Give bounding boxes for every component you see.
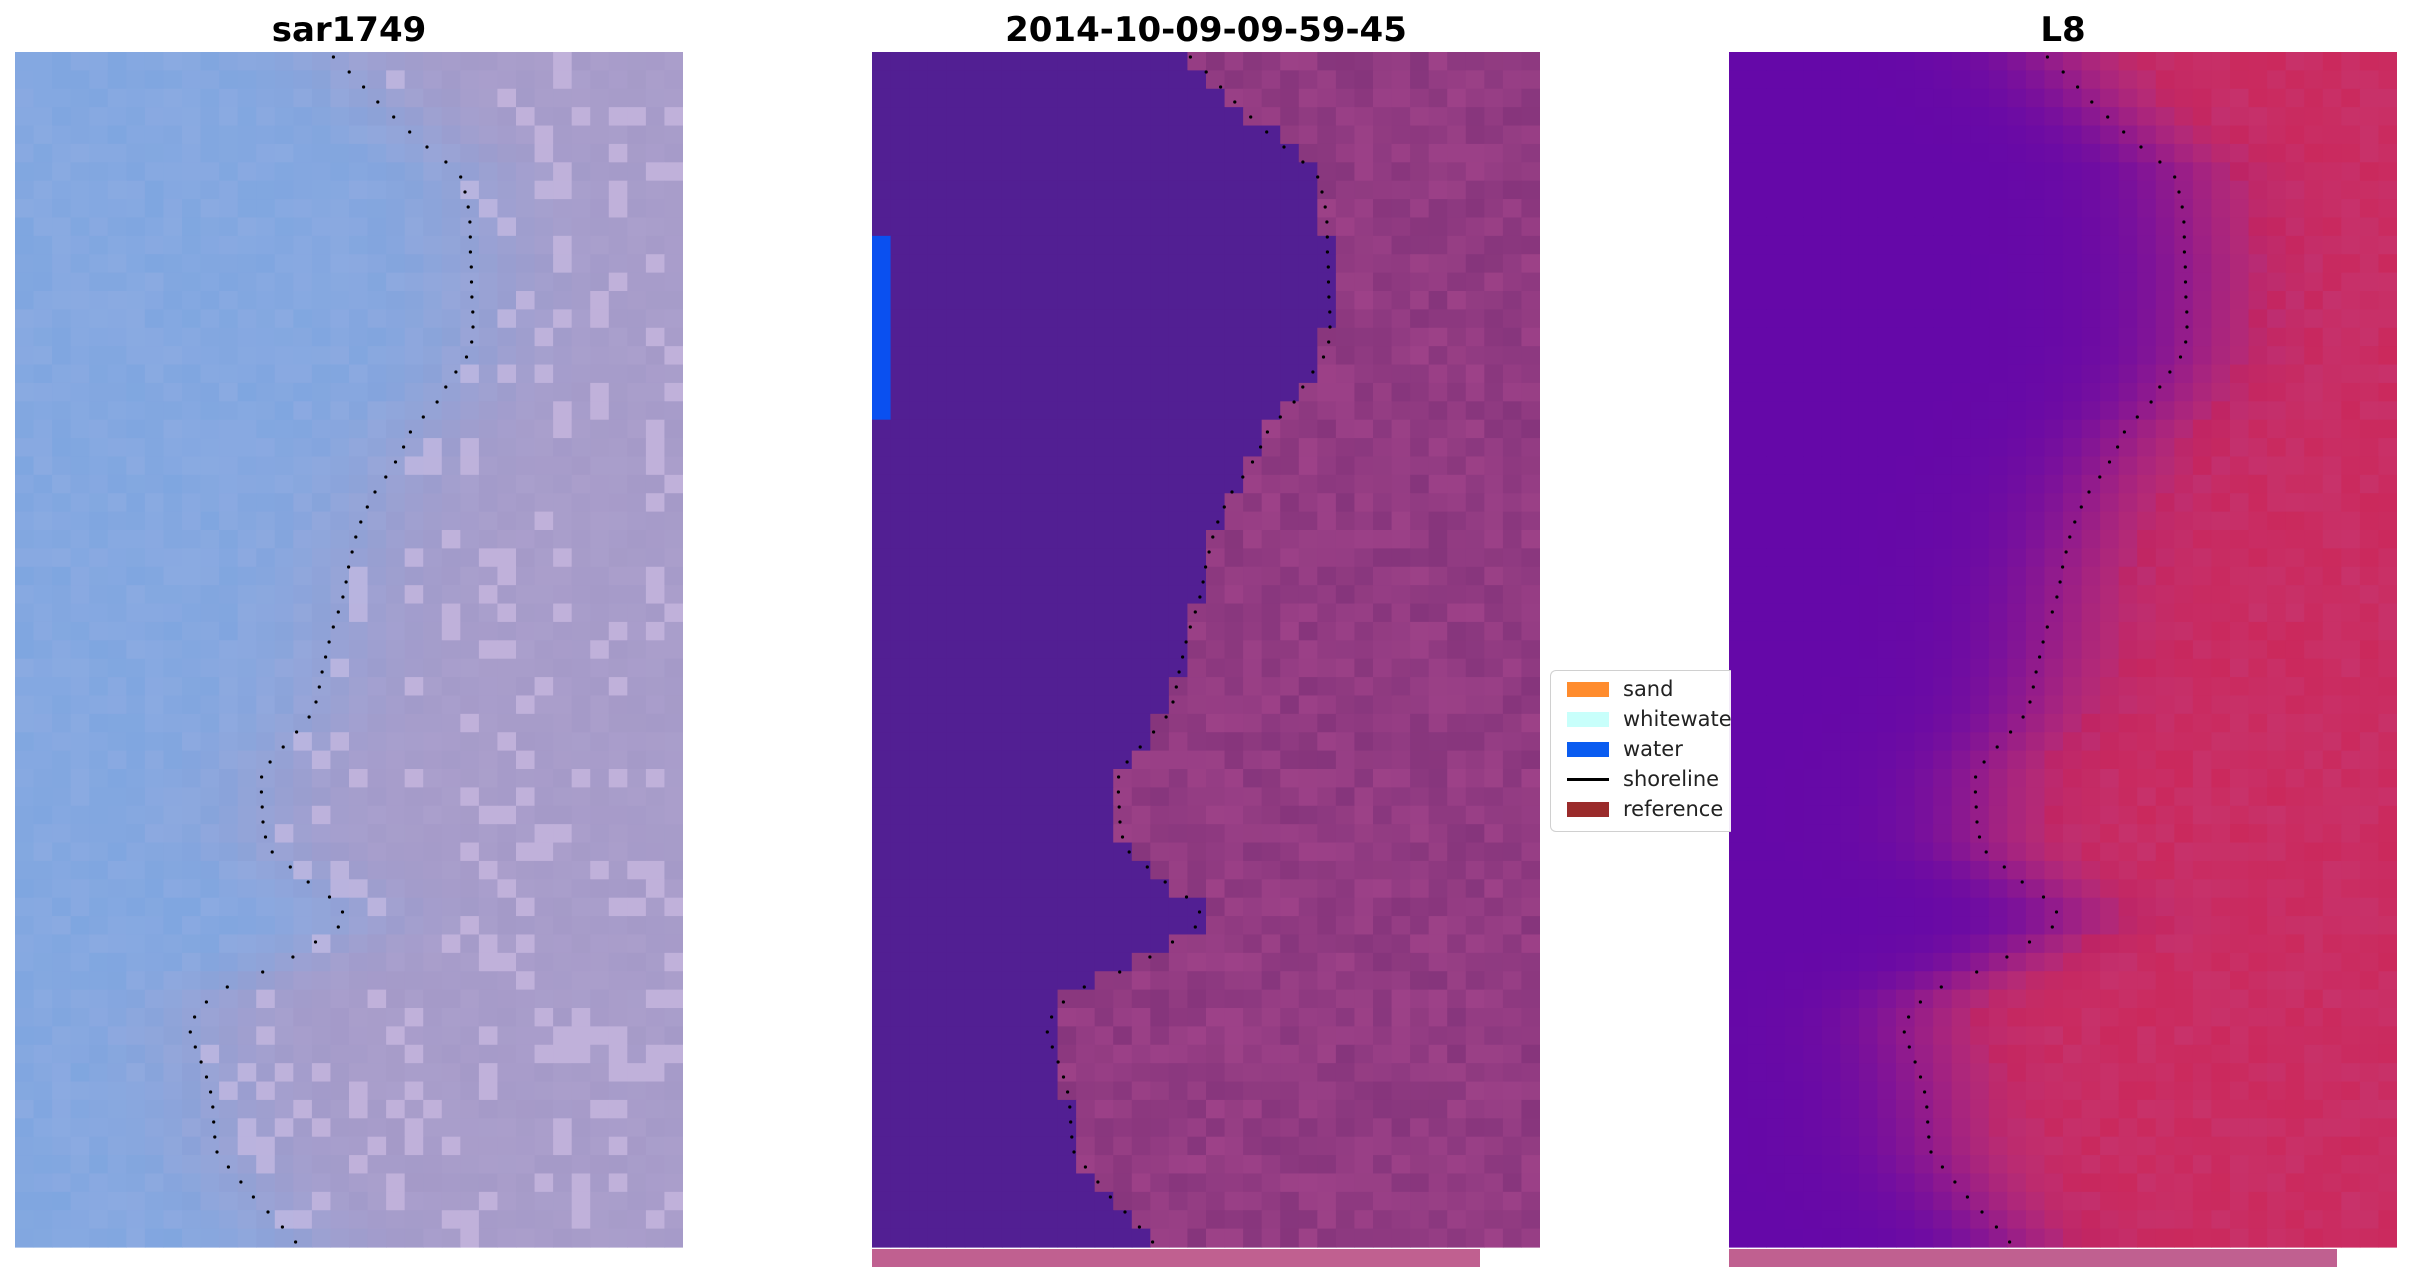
rgb-image-panel [15, 52, 683, 1248]
legend-line-shoreline [1567, 778, 1609, 781]
legend-swatch-water [1567, 742, 1609, 757]
panel-title-rgb: sar1749 [271, 10, 427, 50]
legend-swatch-reference-shoreline [1567, 802, 1609, 817]
legend-swatch-sand [1567, 682, 1609, 697]
legend-item-reference-shoreline: reference shoreline [1561, 796, 1731, 822]
panel-title-classified: 2014-10-09-09-59-45 [1005, 10, 1407, 50]
legend-swatch-whitewater [1567, 712, 1609, 727]
legend-label-reference-shoreline: reference shoreline [1623, 797, 1731, 821]
legend-item-shoreline: shoreline [1561, 766, 1731, 792]
legend-label-water: water [1623, 737, 1683, 761]
legend-item-sand: sand [1561, 676, 1731, 702]
index-image-panel [1729, 52, 2397, 1267]
legend-item-whitewater: whitewater [1561, 706, 1731, 732]
legend: sand whitewater water shoreline referenc… [1550, 670, 1731, 832]
classified-image-panel [872, 52, 1540, 1267]
legend-label-shoreline: shoreline [1623, 767, 1720, 791]
panel-title-index: L8 [2040, 10, 2086, 50]
legend-label-sand: sand [1623, 677, 1674, 701]
legend-item-water: water [1561, 736, 1731, 762]
legend-label-whitewater: whitewater [1623, 707, 1731, 731]
